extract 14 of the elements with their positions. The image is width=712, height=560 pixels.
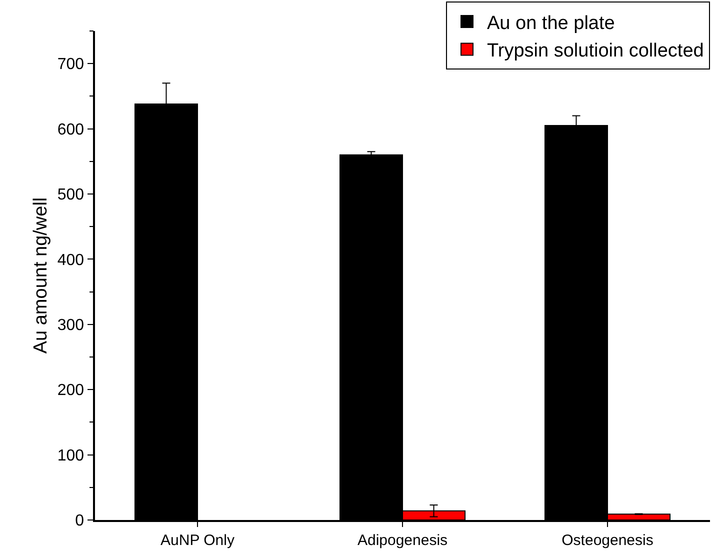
y-tick-label: 400 (57, 252, 84, 269)
y-tick-label: 200 (57, 382, 84, 400)
legend-label: Au on the plate (487, 12, 615, 34)
y-tick-label: 500 (57, 186, 84, 204)
y-tick-label: 600 (57, 121, 84, 138)
legend-label: Trypsin solutioin collected (487, 40, 704, 62)
y-axis-title: Au amount ng/well (30, 197, 52, 354)
y-tick-label: 0 (75, 512, 84, 530)
x-tick-label: Osteogenesis (562, 532, 654, 549)
x-tick-label: AuNP Only (160, 532, 235, 549)
y-tick-label: 300 (57, 317, 84, 334)
y-tick-label: 700 (57, 56, 84, 74)
x-tick-label: Adipogenesis (357, 532, 448, 549)
y-tick-label: 100 (57, 447, 84, 464)
